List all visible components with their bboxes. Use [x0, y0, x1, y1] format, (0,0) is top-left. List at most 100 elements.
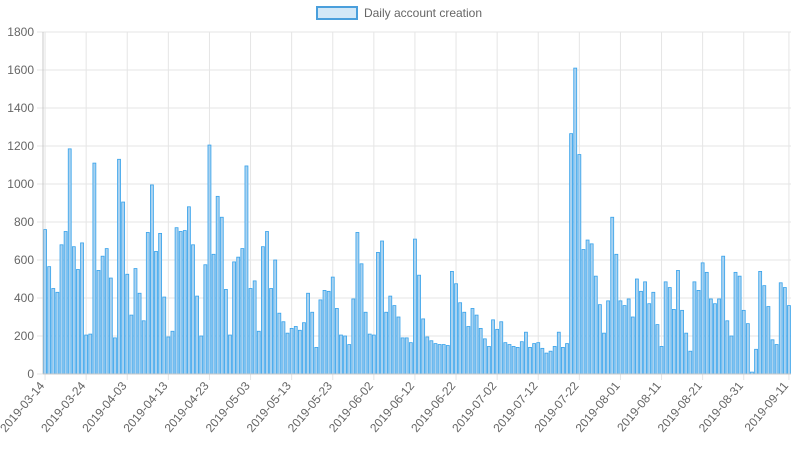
bar[interactable]	[260, 246, 265, 375]
bar[interactable]	[244, 165, 249, 375]
bar[interactable]	[548, 350, 553, 375]
bar[interactable]	[207, 144, 212, 375]
bar[interactable]	[269, 288, 273, 375]
bar[interactable]	[137, 292, 142, 375]
bar[interactable]	[602, 332, 606, 375]
bar[interactable]	[663, 281, 668, 375]
bar[interactable]	[285, 332, 290, 375]
bar[interactable]	[297, 329, 302, 375]
bar[interactable]	[556, 331, 561, 375]
bar[interactable]	[495, 328, 500, 375]
bar[interactable]	[634, 278, 639, 375]
bar[interactable]	[219, 216, 224, 375]
bar[interactable]	[104, 248, 109, 375]
bar[interactable]	[758, 270, 763, 375]
bar[interactable]	[552, 346, 557, 375]
bar[interactable]	[445, 345, 450, 375]
bar[interactable]	[59, 244, 64, 375]
bar[interactable]	[306, 292, 310, 375]
bar[interactable]	[482, 338, 487, 375]
bar[interactable]	[491, 319, 495, 375]
bar[interactable]	[158, 232, 163, 375]
bar[interactable]	[696, 289, 701, 375]
bar[interactable]	[425, 336, 430, 375]
bar[interactable]	[639, 290, 643, 375]
bar[interactable]	[310, 311, 315, 375]
bar[interactable]	[63, 231, 68, 375]
bar[interactable]	[67, 148, 72, 375]
bar[interactable]	[528, 346, 532, 375]
bar[interactable]	[741, 309, 746, 375]
bar[interactable]	[392, 305, 397, 375]
bar[interactable]	[708, 298, 713, 375]
bar[interactable]	[166, 336, 171, 375]
bar[interactable]	[363, 311, 368, 375]
bar[interactable]	[380, 240, 384, 375]
bar[interactable]	[162, 296, 167, 375]
bar[interactable]	[667, 287, 672, 375]
bar[interactable]	[88, 333, 93, 375]
bar[interactable]	[47, 266, 52, 375]
bar[interactable]	[626, 298, 631, 375]
bar[interactable]	[787, 305, 791, 375]
bar[interactable]	[618, 300, 623, 375]
bar[interactable]	[191, 244, 195, 375]
bar[interactable]	[503, 342, 508, 375]
bar[interactable]	[684, 332, 689, 375]
bar[interactable]	[729, 335, 734, 375]
bar[interactable]	[585, 239, 590, 375]
bar[interactable]	[745, 323, 750, 375]
bar[interactable]	[121, 201, 126, 375]
bar[interactable]	[569, 133, 574, 375]
bar[interactable]	[145, 232, 150, 375]
bar[interactable]	[400, 337, 405, 375]
bar[interactable]	[100, 255, 105, 375]
bar[interactable]	[413, 238, 417, 375]
bar[interactable]	[676, 270, 680, 375]
bar[interactable]	[499, 321, 504, 375]
bar[interactable]	[80, 242, 84, 375]
bar[interactable]	[762, 285, 767, 375]
bar[interactable]	[754, 348, 758, 375]
bar[interactable]	[770, 339, 775, 375]
bar[interactable]	[433, 343, 438, 375]
bar[interactable]	[326, 290, 331, 375]
bar[interactable]	[466, 326, 471, 375]
bar[interactable]	[228, 334, 232, 375]
bar[interactable]	[252, 280, 257, 375]
bar[interactable]	[524, 331, 528, 375]
bar[interactable]	[408, 342, 413, 375]
bar[interactable]	[71, 246, 76, 375]
bar[interactable]	[125, 273, 130, 375]
bar[interactable]	[421, 318, 426, 375]
bar[interactable]	[429, 340, 434, 375]
bar[interactable]	[170, 330, 175, 375]
bar[interactable]	[598, 304, 602, 375]
bar[interactable]	[215, 195, 220, 375]
bar[interactable]	[55, 291, 60, 375]
bar[interactable]	[630, 316, 635, 375]
bar[interactable]	[224, 289, 228, 375]
bar[interactable]	[113, 337, 117, 375]
bar[interactable]	[487, 346, 491, 375]
bar[interactable]	[470, 308, 475, 375]
bar[interactable]	[700, 262, 705, 375]
bar[interactable]	[778, 282, 783, 375]
legend[interactable]: Daily account creation	[0, 6, 798, 23]
bar[interactable]	[643, 281, 647, 375]
bar[interactable]	[717, 298, 721, 375]
bar[interactable]	[725, 320, 730, 375]
bar[interactable]	[302, 322, 306, 375]
bar[interactable]	[318, 299, 323, 375]
bar[interactable]	[404, 337, 409, 375]
bar[interactable]	[507, 344, 512, 375]
bar[interactable]	[154, 251, 158, 375]
bar[interactable]	[232, 261, 236, 375]
bar[interactable]	[203, 264, 208, 375]
bar[interactable]	[565, 343, 569, 375]
bar[interactable]	[195, 295, 200, 375]
bar[interactable]	[733, 271, 738, 375]
bar[interactable]	[248, 288, 253, 375]
bar[interactable]	[367, 333, 372, 375]
bar[interactable]	[610, 216, 615, 375]
